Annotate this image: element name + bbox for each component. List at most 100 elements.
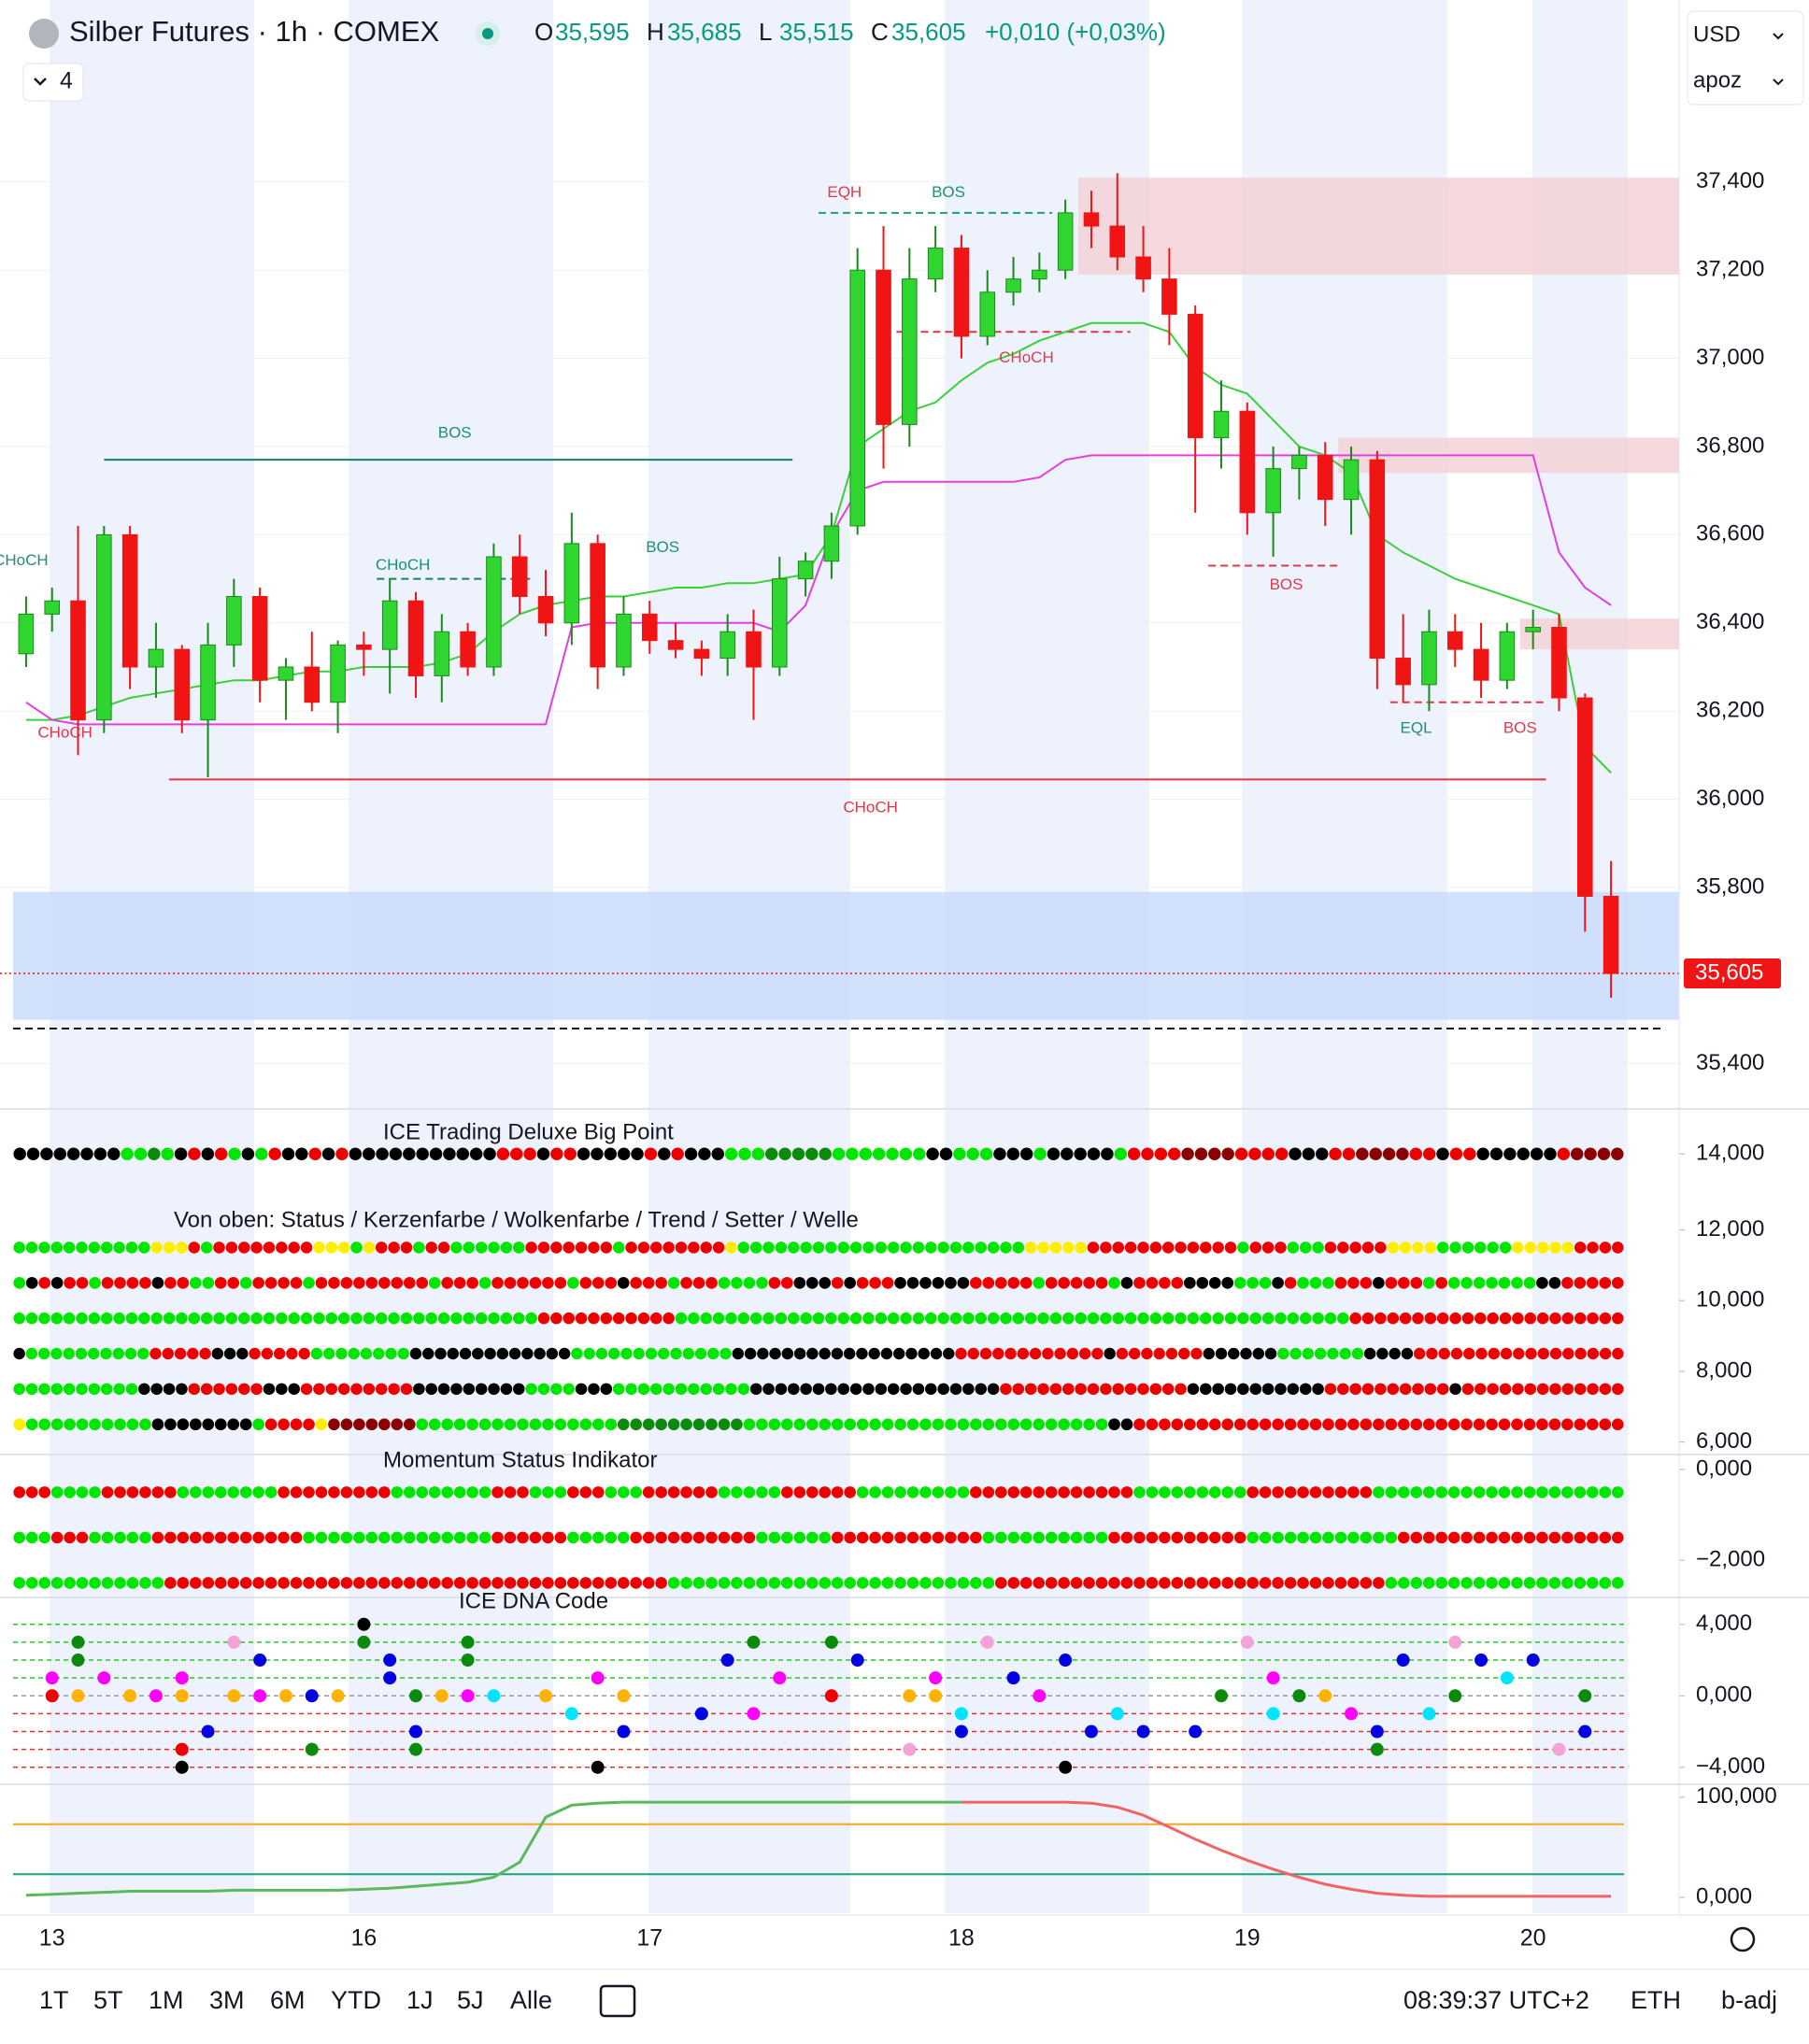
state-dot [353,1276,365,1289]
state-dot [1536,1486,1548,1498]
state-dot [1435,1276,1448,1289]
state-dot [537,1242,550,1254]
state-dot [437,1383,450,1396]
state-dot [1499,1242,1512,1254]
state-dot [89,1418,101,1431]
indicator-toggle[interactable] [22,63,84,102]
dna-dot [694,1707,708,1721]
adjust-select[interactable]: apoz [1693,67,1742,92]
state-dot [869,1418,881,1431]
currency-select[interactable]: USD [1693,21,1741,47]
state-dot [805,1418,819,1431]
state-dot [743,1486,756,1498]
state-dot [542,1577,554,1589]
state-dot [919,1418,932,1431]
state-dot [1275,1147,1289,1160]
state-dot [875,1383,888,1396]
state-dot [1486,1486,1498,1498]
dna-dot [1059,1654,1073,1668]
range-button[interactable]: 6M [270,1986,306,2014]
state-dot [939,1147,953,1160]
state-dot [1212,1312,1224,1325]
state-dot [1322,1531,1334,1544]
state-dot [403,1486,416,1498]
state-dot [600,1383,613,1396]
state-dot [500,1312,513,1325]
state-dot [249,1347,261,1360]
state-dot [843,1347,856,1360]
symbol-title[interactable]: Silber Futures · 1h · COMEX [69,15,440,48]
state-dot [688,1242,700,1254]
state-dot [288,1383,300,1396]
state-dot [1599,1418,1612,1431]
state-dot [1599,1531,1612,1544]
state-dot [1087,1312,1100,1325]
state-dot [642,1577,655,1589]
state-dot [340,1531,353,1544]
range-button[interactable]: 5T [93,1986,123,2014]
state-dot [150,1242,163,1254]
state-dot [252,1418,264,1431]
state-dot [25,1276,38,1289]
state-dot [504,1486,517,1498]
state-dot [953,1147,966,1160]
session-toggle[interactable]: ETH [1631,1986,1681,2014]
state-dot [932,1531,945,1544]
state-dot [1124,1312,1137,1325]
state-dot [780,1276,793,1289]
ohlc: O 35,595 H 35,685 L 35,515 C 35,605 [534,18,966,46]
state-dot [1070,1531,1083,1544]
state-dot [642,1276,655,1289]
pane-title: Momentum Status Indikator [383,1447,657,1472]
range-button[interactable]: 1M [149,1986,184,2014]
state-dot [53,1147,67,1160]
state-dot [994,1276,1007,1289]
state-dot [89,1276,101,1289]
goto-date-icon[interactable] [599,1984,636,2018]
range-button[interactable]: 1J [406,1986,434,2014]
range-button[interactable]: 1T [39,1986,69,2014]
state-dot [725,1242,737,1254]
state-dot [945,1577,957,1589]
state-dot [1116,1347,1129,1360]
state-dot [899,1147,913,1160]
dna-dot [149,1689,163,1703]
range-button[interactable]: 5J [457,1986,484,2014]
state-dot [775,1383,788,1396]
range-button[interactable]: YTD [331,1986,381,2014]
state-dot [163,1312,176,1325]
settings-icon[interactable] [1730,1926,1756,1952]
state-dot [732,1347,745,1360]
state-dot [1058,1531,1070,1544]
dna-dot [434,1689,449,1703]
state-dot [1397,1418,1410,1431]
state-dot [607,1347,620,1360]
state-dot [1049,1383,1062,1396]
state-dot [625,1383,637,1396]
state-dot [932,1486,945,1498]
state-dot [428,1418,441,1431]
state-dot [1435,1418,1448,1431]
range-button[interactable]: 3M [209,1986,245,2014]
state-dot [484,1347,496,1360]
state-dot [200,1383,213,1396]
state-dot [1284,1276,1297,1289]
state-dot [694,1347,707,1360]
state-dot [1530,1147,1544,1160]
state-dot [290,1531,303,1544]
state-dot [1322,1486,1334,1498]
state-dot [979,1347,992,1360]
state-dot [737,1242,750,1254]
range-button[interactable]: Alle [510,1986,552,2014]
state-dot [1487,1383,1499,1396]
state-dot [517,1276,529,1289]
state-dot [1450,1347,1463,1360]
state-dot [300,1312,313,1325]
candle-body [70,600,86,721]
state-dot [887,1242,900,1254]
candle-body [304,666,320,703]
candle-body [251,595,268,681]
chevron [1773,33,1784,40]
state-dot [955,1347,967,1360]
adjust-toggle[interactable]: b-adj [1721,1986,1777,2014]
